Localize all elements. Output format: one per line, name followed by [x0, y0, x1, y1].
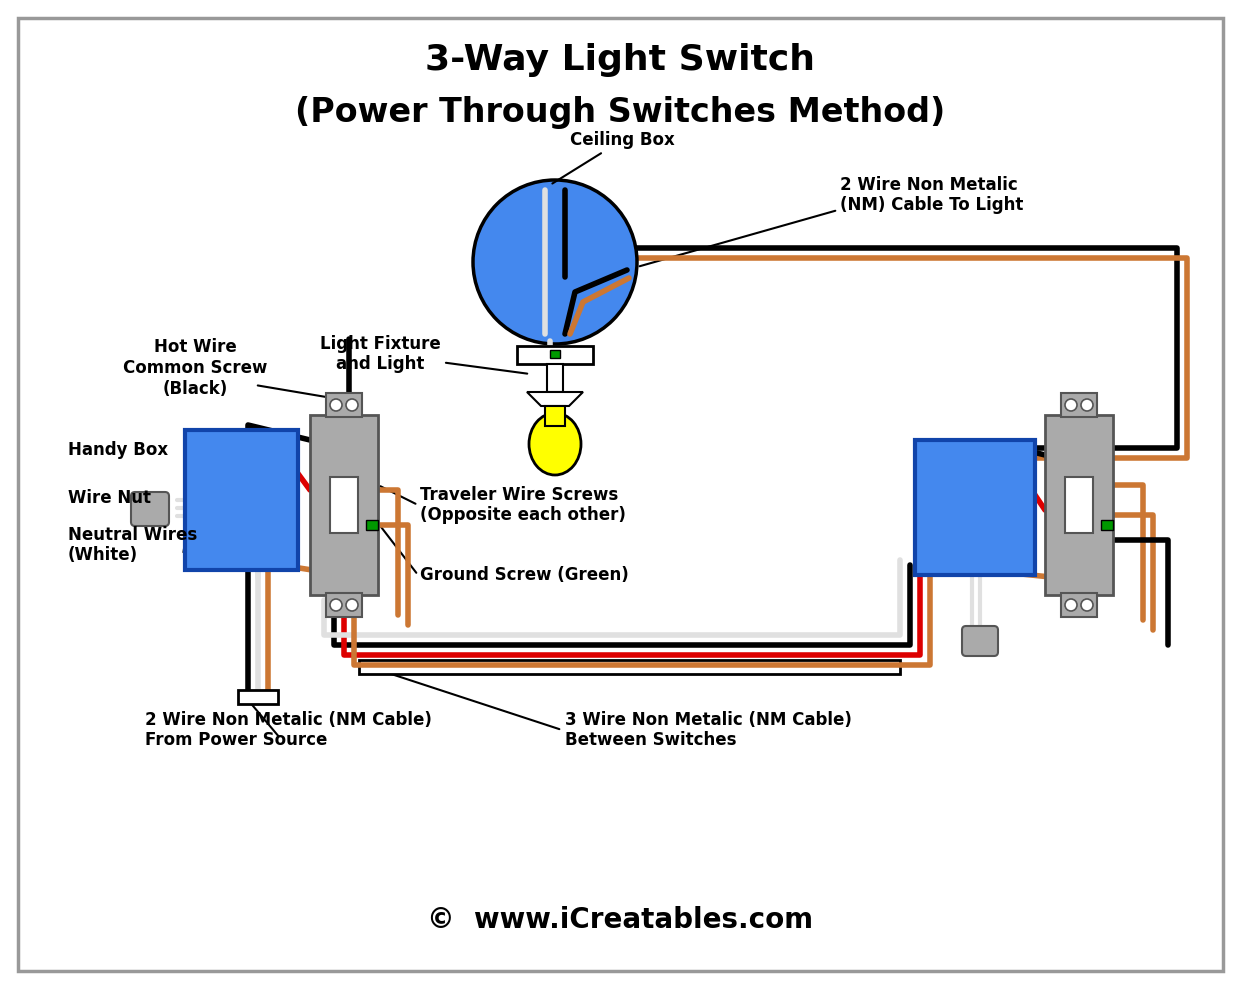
FancyBboxPatch shape [132, 492, 169, 526]
Text: 2 Wire Non Metalic (NM Cable)
From Power Source: 2 Wire Non Metalic (NM Cable) From Power… [145, 711, 432, 750]
Bar [545, 406, 565, 426]
Bar [1045, 415, 1113, 595]
Bar [366, 520, 379, 530]
Bar [185, 430, 298, 570]
Text: (Power Through Switches Method): (Power Through Switches Method) [295, 96, 946, 129]
Bar [1061, 393, 1097, 417]
Circle shape [1065, 599, 1077, 611]
Circle shape [1081, 599, 1093, 611]
Text: Ceiling Box: Ceiling Box [552, 131, 675, 184]
Bar [326, 393, 362, 417]
Ellipse shape [529, 413, 581, 475]
FancyBboxPatch shape [962, 626, 998, 656]
Text: Light Fixture
and Light: Light Fixture and Light [320, 334, 527, 374]
Polygon shape [527, 392, 583, 406]
Bar [915, 440, 1035, 575]
Circle shape [330, 599, 343, 611]
Bar [330, 477, 357, 533]
Bar [238, 690, 278, 704]
Text: Neutral Wires
(White): Neutral Wires (White) [68, 525, 197, 565]
Circle shape [1065, 399, 1077, 411]
Text: 3 Wire Non Metalic (NM Cable)
Between Switches: 3 Wire Non Metalic (NM Cable) Between Sw… [565, 711, 851, 750]
Circle shape [346, 399, 357, 411]
Circle shape [1081, 399, 1093, 411]
Bar [547, 364, 563, 392]
Bar [1065, 477, 1093, 533]
Text: Wire Nut: Wire Nut [68, 489, 151, 507]
Circle shape [473, 180, 637, 344]
Text: Ground Screw (Green): Ground Screw (Green) [419, 566, 629, 584]
Bar [326, 593, 362, 617]
Text: 2 Wire Non Metalic
(NM) Cable To Light: 2 Wire Non Metalic (NM) Cable To Light [840, 176, 1024, 215]
Bar [517, 346, 593, 364]
Circle shape [330, 399, 343, 411]
Text: ©  www.iCreatables.com: © www.iCreatables.com [427, 906, 813, 934]
Text: 3-Way Light Switch: 3-Way Light Switch [424, 43, 815, 77]
Text: Hot Wire
Common Screw
(Black): Hot Wire Common Screw (Black) [123, 338, 267, 398]
Text: Handy Box: Handy Box [68, 441, 168, 459]
Bar [550, 350, 560, 358]
Bar [310, 415, 379, 595]
Circle shape [346, 599, 357, 611]
Bar [1061, 593, 1097, 617]
Bar [1101, 520, 1113, 530]
Bar [359, 660, 900, 674]
Text: Traveler Wire Screws
(Opposite each other): Traveler Wire Screws (Opposite each othe… [419, 486, 625, 524]
